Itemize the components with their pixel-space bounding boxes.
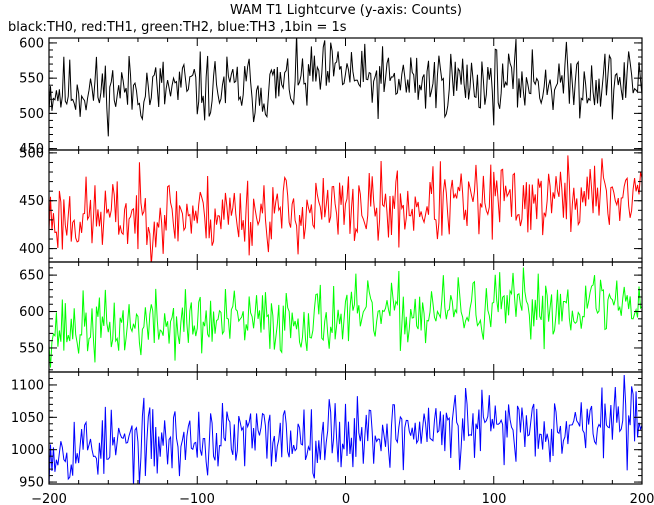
- chart-subtitle: black:TH0, red:TH1, green:TH2, blue:TH3 …: [8, 20, 347, 35]
- x-axis-tick-labels: −200 −100 0 100 200: [31, 492, 654, 505]
- y-tick-label: 500: [19, 146, 44, 161]
- y-tick-label: 500: [19, 107, 44, 122]
- y-tick-label: 600: [19, 36, 44, 51]
- series-line-th3: [49, 374, 642, 484]
- y-tick-label: 600: [19, 305, 44, 320]
- y-tick-label: 650: [19, 269, 44, 284]
- y-tick-label: 550: [19, 341, 44, 356]
- series-line-th1: [49, 155, 642, 262]
- y-tick-label: 950: [19, 476, 44, 491]
- y-tick-label: 1050: [11, 411, 44, 426]
- x-tick-label: −200: [31, 492, 67, 505]
- x-tick-label: −100: [179, 492, 215, 505]
- y-tick-label: 400: [19, 242, 44, 257]
- panel-th3: 950 1000 1050 1100: [11, 371, 643, 491]
- panel-frame: [48, 371, 643, 485]
- panel-th2: 550 600 650: [19, 261, 643, 373]
- series-line-th0: [49, 38, 642, 137]
- y-tick-label: 450: [19, 194, 44, 209]
- x-tick-label: 0: [342, 492, 350, 505]
- y-tick-label: 550: [19, 72, 44, 87]
- y-tick-label: 450: [19, 142, 44, 157]
- x-tick-label: 100: [482, 492, 507, 505]
- x-tick-label: 200: [630, 492, 654, 505]
- y-tick-label: 1100: [11, 378, 44, 393]
- chart-title: WAM T1 Lightcurve (y-axis: Counts): [230, 3, 462, 18]
- panels-group: 4505005506004004505005506006509501000105…: [11, 36, 643, 491]
- panel-th0: 450 500 550 600: [19, 36, 643, 157]
- panel-frame: [48, 37, 643, 151]
- y-tick-label: 1000: [11, 443, 44, 458]
- panel-th1: 400 450 500: [19, 146, 643, 263]
- series-line-th2: [49, 267, 642, 368]
